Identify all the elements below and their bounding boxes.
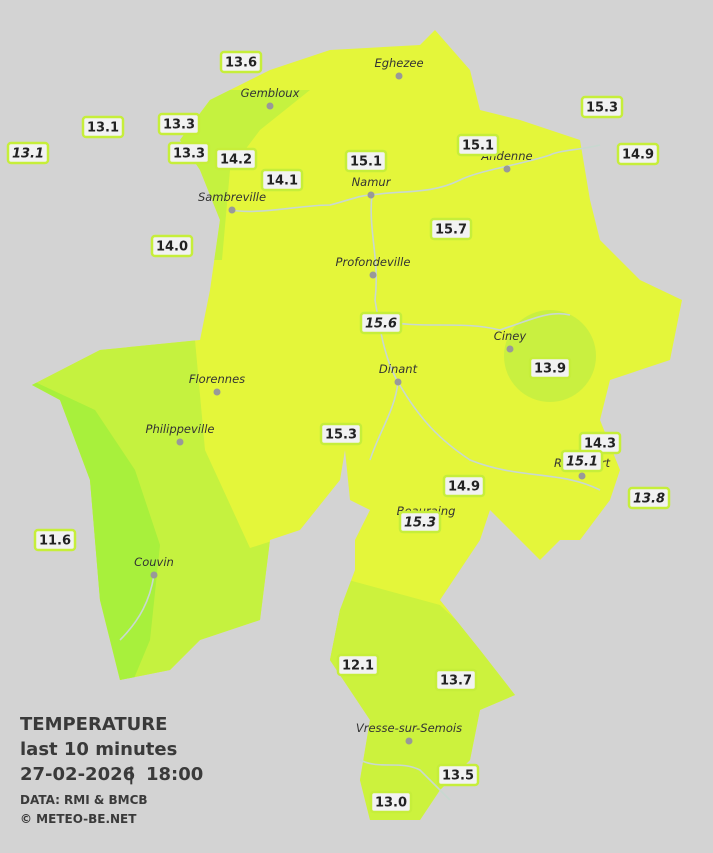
city-dot <box>394 378 402 386</box>
station-value: 13.5 <box>442 769 474 784</box>
station-value: 13.1 <box>87 121 119 136</box>
station-box <box>580 95 624 119</box>
legend-separator: | <box>128 764 135 785</box>
station-value: 13.3 <box>173 147 205 162</box>
city-dot <box>367 191 375 199</box>
station-box <box>456 133 500 157</box>
city-label: Eghezee <box>374 56 423 70</box>
station-value: 12.1 <box>342 659 374 674</box>
station-box <box>6 141 50 165</box>
station-box <box>359 311 403 335</box>
station-value: 13.1 <box>12 147 44 162</box>
city-label: Vresse-sur-Semois <box>356 721 462 735</box>
station-value: 13.6 <box>225 56 257 71</box>
station-value: 14.0 <box>156 240 188 255</box>
station-box <box>167 141 211 165</box>
station-value: 15.3 <box>586 101 618 116</box>
city-dot <box>578 472 586 480</box>
legend-time: 18:00 <box>146 764 203 785</box>
station-value: 14.2 <box>220 153 252 168</box>
bocq <box>379 312 571 331</box>
station-box <box>429 217 473 241</box>
city-dot <box>228 206 236 214</box>
station-value: 14.1 <box>266 174 298 189</box>
city-label: Philippeville <box>146 422 215 436</box>
city-label: Namur <box>352 175 392 189</box>
city-label: Ciney <box>494 329 527 343</box>
meuse <box>369 194 399 461</box>
station-box <box>319 422 363 446</box>
station-box <box>33 528 77 552</box>
station-value: 15.1 <box>350 155 382 170</box>
city-dot <box>213 388 221 396</box>
station-value: 13.8 <box>633 492 665 507</box>
station-value: 15.1 <box>566 455 598 470</box>
city-dot <box>266 102 274 110</box>
zone-ciney <box>504 310 596 402</box>
station-box <box>81 115 125 139</box>
city-dot <box>503 165 511 173</box>
city-dot <box>369 271 377 279</box>
cities: EghezeeGemblouxAndenneNamurSambrevillePr… <box>134 56 611 745</box>
station-value: 14.9 <box>448 480 480 495</box>
station-box <box>260 168 304 192</box>
eau-noire <box>119 574 155 641</box>
station-box <box>627 486 671 510</box>
station-value: 13.9 <box>534 362 566 377</box>
legend-subtitle: last 10 minutes <box>20 739 177 760</box>
legend-date: 27-02-2026 <box>20 764 135 785</box>
city-dot <box>506 345 514 353</box>
station-box <box>398 510 442 534</box>
legend-copyright: © METEO-BE.NET <box>20 812 137 826</box>
station-box <box>434 668 478 692</box>
station-value: 14.9 <box>622 148 654 163</box>
lesse <box>397 381 601 491</box>
city-label: Dinant <box>379 362 418 376</box>
station-value: 13.0 <box>375 796 407 811</box>
station-box <box>214 147 258 171</box>
station-value: 15.3 <box>404 516 436 531</box>
station-value: 15.6 <box>365 317 397 332</box>
city-label: Gembloux <box>241 86 300 100</box>
station-box <box>150 234 194 258</box>
rivers <box>119 144 601 801</box>
station-box <box>344 149 388 173</box>
city-label: Profondeville <box>336 255 411 269</box>
city-label: Sambreville <box>198 190 266 204</box>
sambre-meuse <box>229 144 601 213</box>
station-value: 11.6 <box>39 534 71 549</box>
station-value: 13.3 <box>163 118 195 133</box>
legend-title: TEMPERATURE <box>20 714 167 735</box>
station-box <box>436 763 480 787</box>
station-value: 15.7 <box>435 223 467 238</box>
station-value: 15.3 <box>325 428 357 443</box>
semois <box>359 759 451 801</box>
station-value: 13.7 <box>440 674 472 689</box>
station-value: 14.3 <box>584 437 616 452</box>
station-box <box>369 790 413 814</box>
city-dot <box>176 438 184 446</box>
legend: TEMPERATURE last 10 minutes 27-02-2026 |… <box>20 714 203 826</box>
station-value: 15.1 <box>462 139 494 154</box>
station-box <box>442 474 486 498</box>
city-label: Couvin <box>134 555 174 569</box>
station-box <box>336 653 380 677</box>
stations: 13.6 13.1 13.3 13.1 13.3 14.2 15.1 15.1 15.3 14.9… <box>6 50 671 814</box>
city-dot <box>405 737 413 745</box>
station-box <box>616 142 660 166</box>
legend-source: DATA: RMI & BMCB <box>20 793 148 807</box>
station-box <box>528 356 572 380</box>
station-box <box>560 449 604 473</box>
city-label: Florennes <box>189 372 245 386</box>
city-dot <box>150 571 158 579</box>
station-box <box>219 50 263 74</box>
city-dot <box>395 72 403 80</box>
station-box <box>157 112 201 136</box>
